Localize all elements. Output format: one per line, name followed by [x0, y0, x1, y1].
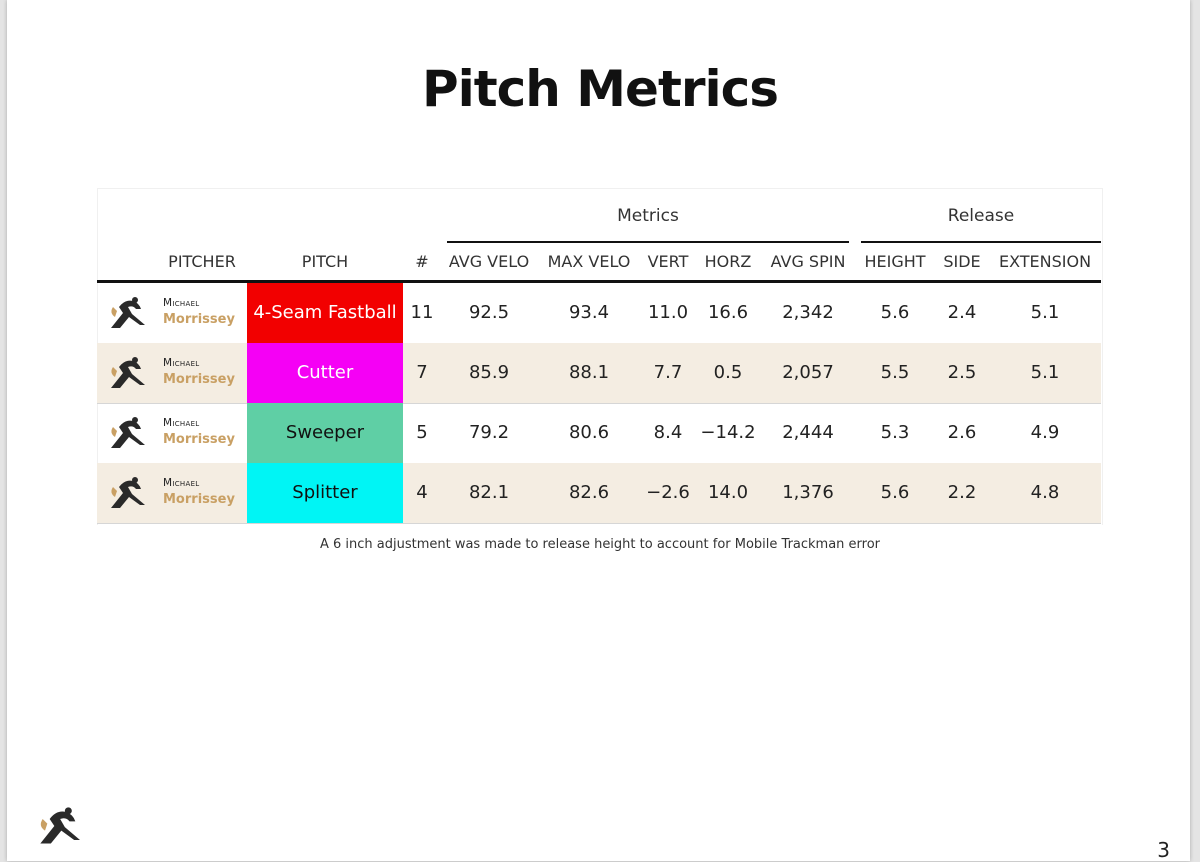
- avg-spin-cell: 2,057: [782, 362, 834, 383]
- count-cell: 4: [416, 482, 428, 503]
- group-metrics-label: Metrics: [617, 206, 679, 226]
- header-rule: [97, 280, 1101, 283]
- height-cell: 5.5: [880, 362, 910, 383]
- pitch-type-cell: Sweeper: [247, 403, 403, 463]
- pitcher-silhouette-icon: [40, 807, 80, 844]
- max-velo-cell: 82.6: [568, 482, 610, 503]
- col-header-avg-velo: AVG VELO: [448, 252, 530, 271]
- max-velo-cell: 93.4: [568, 302, 610, 323]
- count-cell: 7: [416, 362, 428, 383]
- col-header-pitcher: PITCHER: [168, 252, 236, 271]
- table-row: Michael Morrissey Splitter 4 82.1 82.6 −2.6 14.…: [97, 463, 1101, 523]
- pitcher-name: Michael Morrissey: [163, 297, 235, 327]
- pitcher-first-name: Michael: [163, 357, 200, 369]
- col-header-side: SIDE: [943, 252, 981, 271]
- horz-cell: 16.6: [707, 302, 749, 323]
- group-release-rule: [861, 241, 1101, 243]
- pitcher-silhouette-icon: [111, 417, 145, 448]
- col-header-extension: EXTENSION: [998, 252, 1092, 271]
- avg-velo-cell: 92.5: [468, 302, 510, 323]
- avg-velo-cell: 79.2: [468, 422, 510, 443]
- extension-cell: 5.1: [1030, 362, 1060, 383]
- pitcher-first-name: Michael: [163, 417, 200, 429]
- table-row: Michael Morrissey Sweeper 5 79.2 80.6 8.4 −14.2…: [97, 403, 1101, 463]
- col-header-horz: HORZ: [704, 252, 752, 271]
- pitcher-name: Michael Morrissey: [163, 477, 235, 507]
- pitcher-last-name: Morrissey: [163, 431, 235, 447]
- pitcher-last-name: Morrissey: [163, 491, 235, 507]
- pitcher-first-name: Michael: [163, 297, 200, 309]
- count-cell: 11: [410, 302, 434, 323]
- avg-velo-cell: 82.1: [468, 482, 510, 503]
- pitcher-silhouette-icon: [111, 297, 145, 328]
- pitcher-silhouette-icon: [111, 357, 145, 388]
- page-number: 3: [1157, 838, 1170, 862]
- side-cell: 2.2: [947, 482, 977, 503]
- pitch-type-cell: 4-Seam Fastball: [247, 283, 403, 343]
- pitcher-name: Michael Morrissey: [163, 417, 235, 447]
- col-header-vert: VERT: [647, 252, 689, 271]
- footnote: A 6 inch adjustment was made to release …: [319, 537, 881, 552]
- col-header-count: #: [415, 252, 429, 271]
- horz-cell: 0.5: [713, 362, 743, 383]
- side-cell: 2.5: [947, 362, 977, 383]
- group-metrics-rule: [447, 241, 849, 243]
- avg-spin-cell: 2,444: [782, 422, 834, 443]
- side-cell: 2.6: [947, 422, 977, 443]
- col-header-avg-spin: AVG SPIN: [770, 252, 846, 271]
- row-divider: [97, 403, 1101, 404]
- vert-cell: 8.4: [653, 422, 683, 443]
- side-cell: 2.4: [947, 302, 977, 323]
- horz-cell: 14.0: [707, 482, 749, 503]
- pitcher-first-name: Michael: [163, 477, 200, 489]
- col-header-height: HEIGHT: [864, 252, 926, 271]
- table-row: Michael Morrissey Cutter 7 85.9 88.1 7.7 0.5 2,0…: [97, 343, 1101, 403]
- avg-velo-cell: 85.9: [468, 362, 510, 383]
- vert-cell: −2.6: [646, 482, 690, 503]
- extension-cell: 5.1: [1030, 302, 1060, 323]
- col-header-max-velo: MAX VELO: [547, 252, 631, 271]
- pitch-type-cell: Splitter: [247, 463, 403, 523]
- pitch-type-cell: Cutter: [247, 343, 403, 403]
- height-cell: 5.6: [880, 482, 910, 503]
- height-cell: 5.6: [880, 302, 910, 323]
- pitcher-name: Michael Morrissey: [163, 357, 235, 387]
- vert-cell: 11.0: [647, 302, 689, 323]
- table-row: Michael Morrissey 4-Seam Fastball 11 92.5 93.…: [97, 283, 1101, 343]
- extension-cell: 4.9: [1030, 422, 1060, 443]
- horz-cell: −14.2: [700, 422, 756, 443]
- max-velo-cell: 80.6: [568, 422, 610, 443]
- page-title: Pitch Metrics: [421, 60, 779, 118]
- count-cell: 5: [416, 422, 428, 443]
- avg-spin-cell: 2,342: [782, 302, 834, 323]
- pitcher-silhouette-icon: [111, 477, 145, 508]
- slide-page: [7, 0, 1190, 861]
- extension-cell: 4.8: [1030, 482, 1060, 503]
- height-cell: 5.3: [880, 422, 910, 443]
- pitcher-last-name: Morrissey: [163, 311, 235, 327]
- max-velo-cell: 88.1: [568, 362, 610, 383]
- group-release-label: Release: [947, 206, 1015, 226]
- col-header-pitch: PITCH: [301, 252, 349, 271]
- avg-spin-cell: 1,376: [782, 482, 834, 503]
- pitcher-last-name: Morrissey: [163, 371, 235, 387]
- row-divider: [97, 523, 1101, 524]
- vert-cell: 7.7: [653, 362, 683, 383]
